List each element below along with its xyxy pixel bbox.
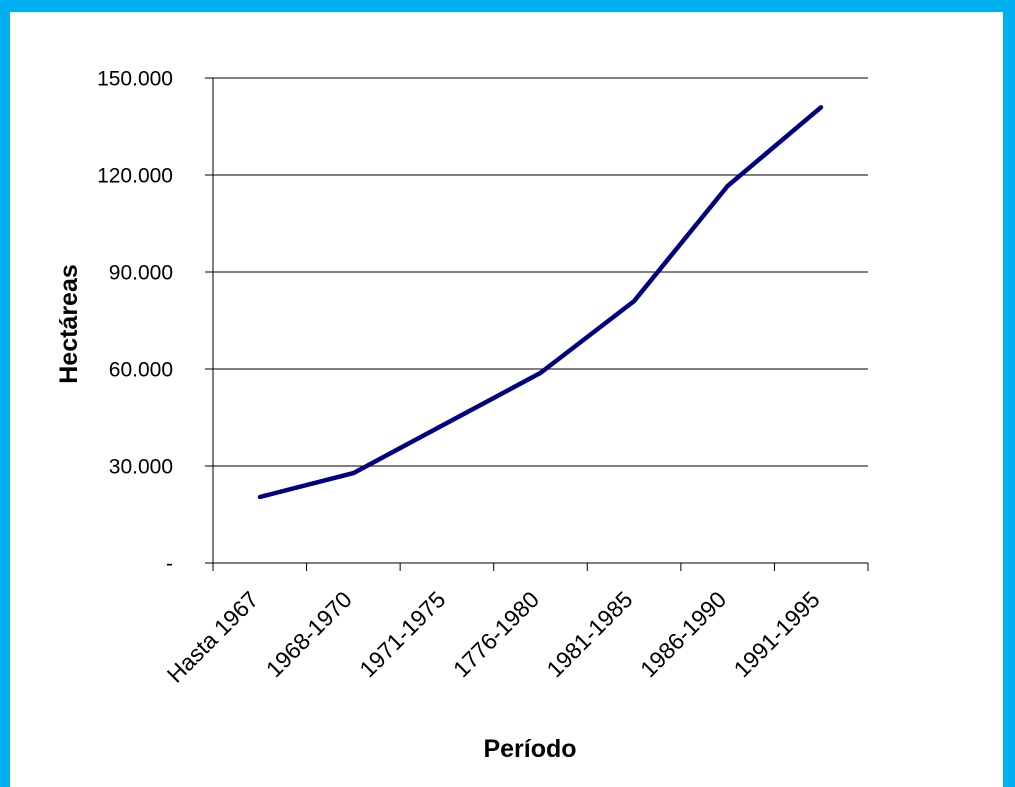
y-tick-label: 30.000 [109,456,173,479]
y-tick-label: 120.000 [97,165,173,188]
y-axis-title: Hectáreas [55,264,83,384]
y-tick-label: 90.000 [109,262,173,285]
x-tick-label: 1971-1975 [354,586,450,682]
gridlines [205,77,868,564]
x-tick-label: 1991-1995 [729,586,825,682]
data-point [632,299,637,304]
x-tick-labels: Hasta 19671968-19701971-19751776-1980198… [162,586,825,688]
x-tick-label: 1776-1980 [448,586,544,682]
data-point [444,420,449,425]
series-group [257,105,824,500]
x-tick-label: 1981-1985 [541,586,637,682]
y-tick-label: 60.000 [109,359,173,382]
y-tick-labels: - 30.000 60.000 90.000 120.000 150.000 [97,68,173,576]
data-point [257,495,262,500]
data-point [351,471,356,476]
data-point [725,183,730,188]
x-axis-title: Período [483,735,576,763]
axes [212,78,869,571]
y-tick-label: - [166,553,173,576]
x-tick-label: 1968-1970 [261,586,357,682]
data-point [538,370,543,375]
series-line [259,105,823,500]
y-tick-label: 150.000 [97,68,173,91]
x-tick-label: 1986-1990 [635,586,731,682]
data-point [819,105,824,110]
x-tick-label: Hasta 1967 [162,586,264,688]
chart-area [10,12,1003,787]
